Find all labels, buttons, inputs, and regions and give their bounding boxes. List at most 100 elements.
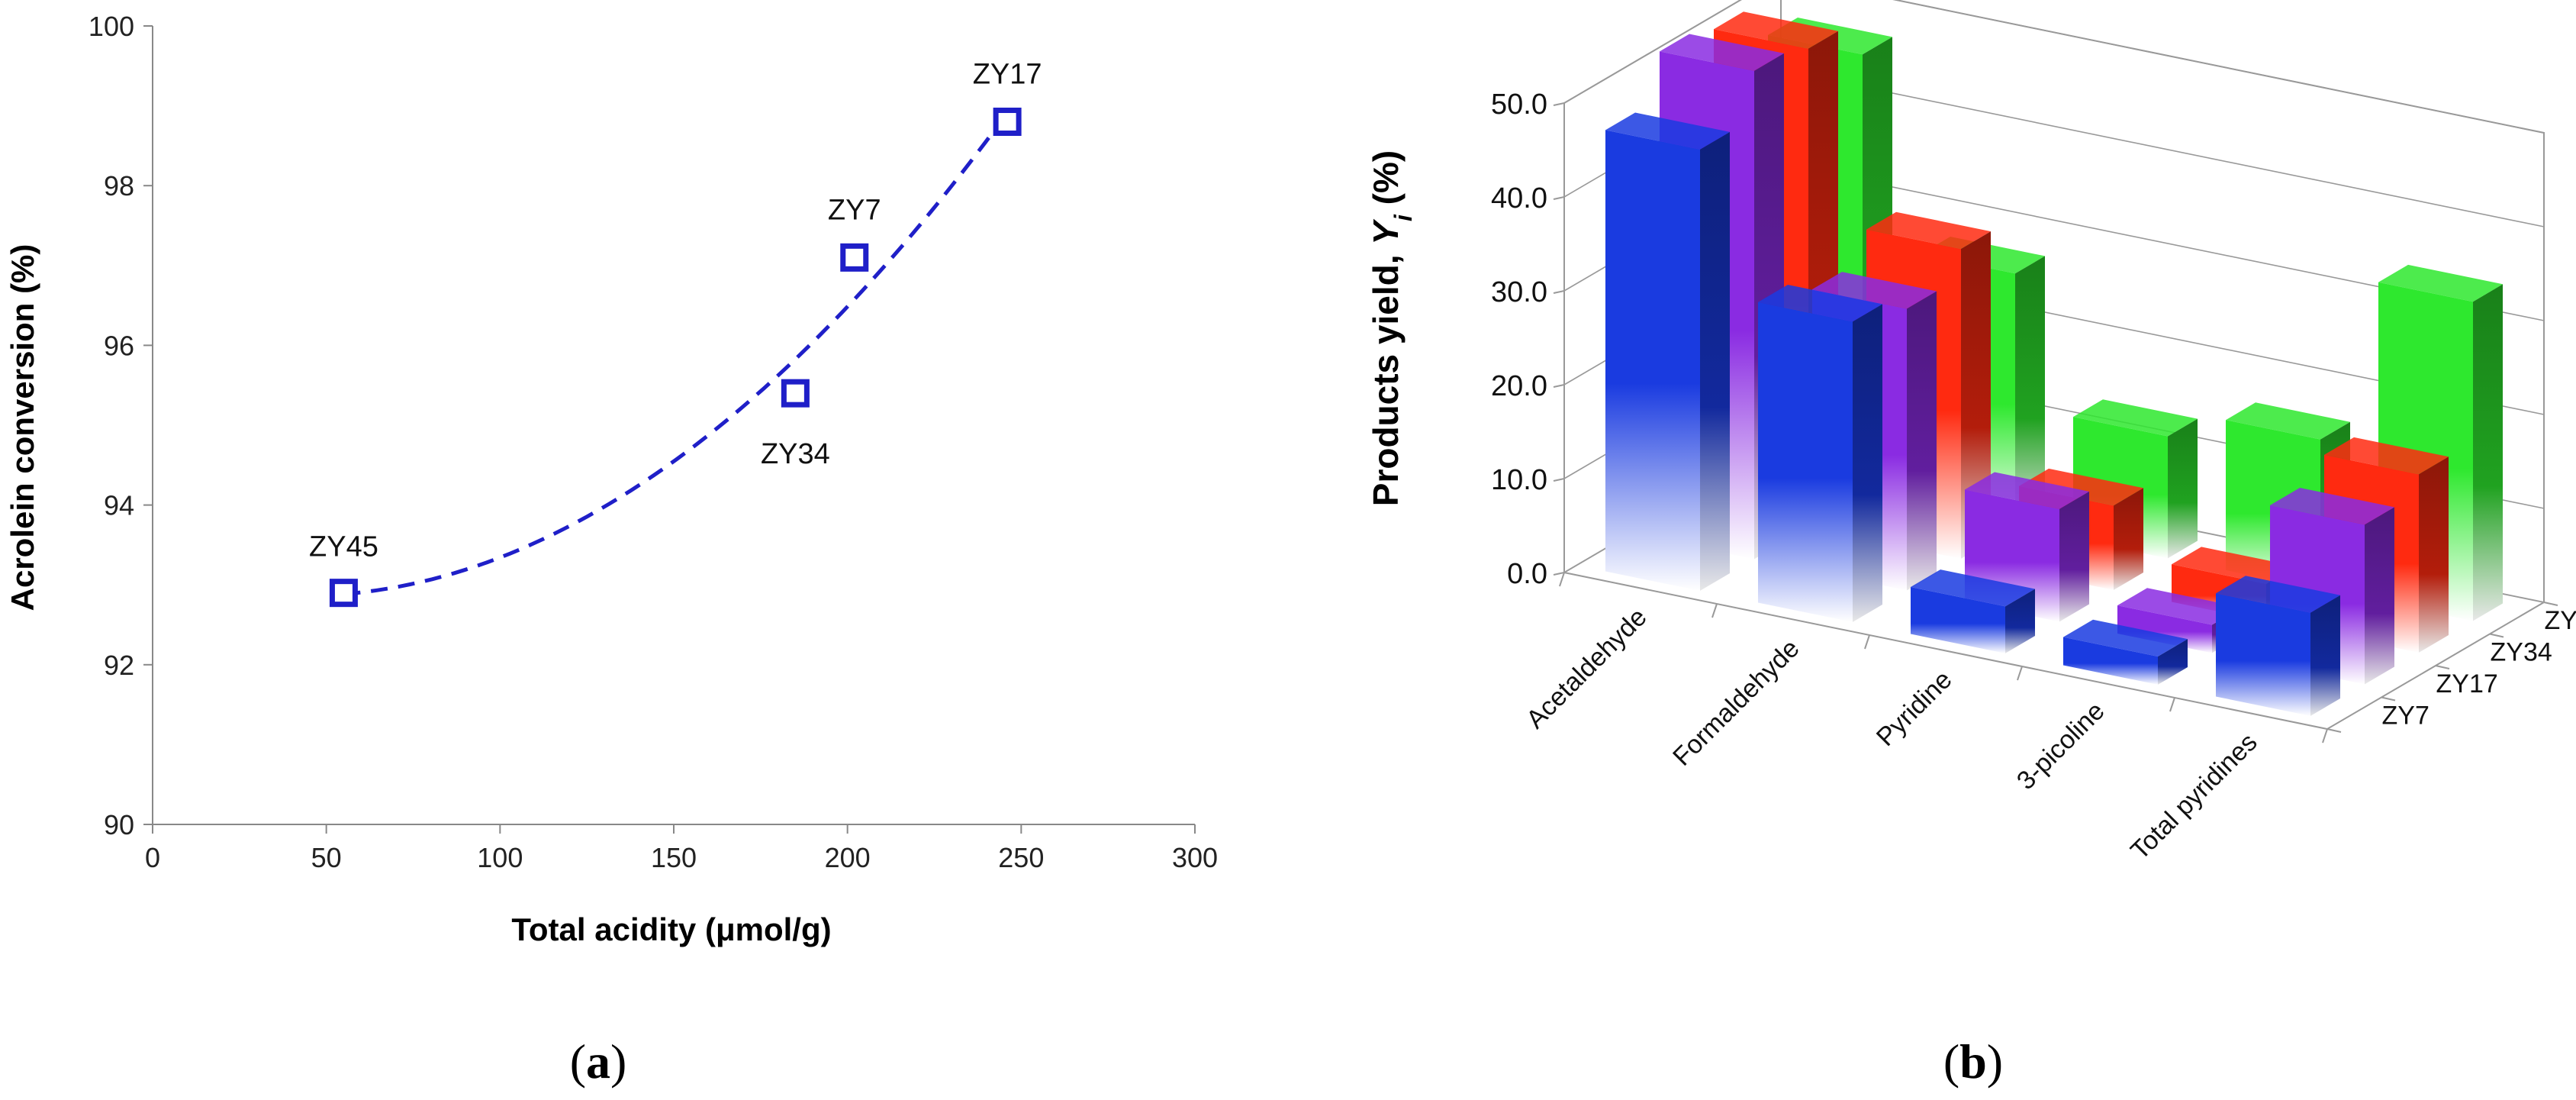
x-tick-label: 0 [145, 842, 160, 873]
bar-front [1605, 130, 1700, 591]
panel-letter-a: a [586, 1034, 610, 1089]
bar-top [1714, 11, 1838, 49]
bar-top [1911, 569, 2035, 607]
x-tick-label: 50 [311, 842, 342, 873]
ylabel-symbol: Y [1366, 218, 1406, 245]
bar3d-y-tick-label: 40.0 [1491, 182, 1547, 215]
bar-front [2063, 637, 2158, 685]
data-points [329, 108, 1022, 608]
y-tick-labels: 90 92 94 96 98 100 [89, 11, 134, 840]
x-tick-label: 250 [998, 842, 1044, 873]
bar-top [2324, 437, 2449, 475]
bar3d-y-tick-label: 30.0 [1491, 276, 1547, 308]
bar-side [2114, 488, 2143, 590]
bar3d-y-tick-labels: 0.0 10.0 20.0 30.0 40.0 50.0 [1491, 89, 1547, 590]
bar-zy7-pyridine [1911, 569, 2035, 653]
x-tick-label: 300 [1172, 842, 1218, 873]
ylabel-subscript: i [1389, 214, 1417, 221]
bar3d-y-tick-label: 0.0 [1507, 558, 1547, 590]
category-label: Pyridine [1871, 665, 1958, 752]
bar-side [2473, 284, 2503, 621]
y-tick-mark [1553, 572, 1565, 576]
ylabel-suffix: (%) [1366, 150, 1406, 215]
bar-top [2270, 488, 2394, 525]
depth-tick-mark [2435, 665, 2450, 669]
gridline [1563, 0, 2545, 134]
category-label: Total pyridines [2125, 727, 2263, 866]
scatter-axes [143, 25, 1196, 834]
bar-zy7-formaldehyde [1758, 285, 1882, 622]
category-label: Formaldehyde [1667, 634, 1805, 772]
category-label: 3-picoline [2011, 696, 2111, 795]
bar-side [1853, 304, 1882, 622]
bar-top [2216, 576, 2340, 613]
bar-side [2168, 418, 2198, 559]
point-label: ZY7 [828, 194, 881, 226]
y-tick-label: 96 [104, 330, 134, 361]
bar-side [1700, 131, 1730, 591]
bar-side [2005, 589, 2035, 653]
point-label: ZY45 [309, 531, 378, 563]
depth-tick-mark [2489, 633, 2504, 638]
data-point-zy7 [840, 243, 869, 272]
trend-line [343, 111, 1009, 596]
series-label-zy45: ZY45 [2545, 606, 2576, 635]
ylabel-prefix: Products yield, [1366, 245, 1406, 507]
y-tick-mark [1553, 478, 1565, 482]
bar-top [2117, 588, 2242, 625]
bar3d-y-tick-label: 20.0 [1491, 370, 1547, 402]
scatter-chart-a: 0 50 100 150 200 250 300 90 92 94 96 98 100 ZY45 ZY3… [5, 11, 1218, 1089]
y-tick-label: 92 [104, 650, 134, 681]
point-labels: ZY45 ZY34 ZY7 ZY17 [309, 59, 1042, 563]
y-axis-title: Acrolein conversion (%) [5, 244, 40, 611]
bar-side [2365, 507, 2394, 685]
depth-tick-mark [2543, 602, 2558, 606]
panel-letter-b: b [1959, 1034, 1987, 1089]
x-tick-mark [1711, 603, 1718, 618]
y-tick-label: 90 [104, 809, 134, 840]
depth-tick-mark [2326, 728, 2342, 733]
data-point-zy17 [993, 108, 1022, 137]
point-label: ZY17 [973, 59, 1042, 91]
bar-side [2015, 256, 2045, 527]
panel-label-b: (b) [1943, 1034, 2003, 1089]
bar-side [1907, 291, 1937, 591]
bar-top [2378, 264, 2503, 302]
bar-front [1911, 587, 2005, 653]
bar-top [1758, 285, 1882, 322]
bar-side [2059, 491, 2089, 622]
bar-top [1965, 472, 2089, 509]
bar-top [1812, 272, 1937, 309]
bar-front [2117, 605, 2212, 653]
bar-top [2073, 399, 2198, 437]
y-tick-mark [1553, 102, 1565, 106]
bar-top [1605, 112, 1730, 150]
bar3d-y-axis-title: Products yield, Yi (%) [1366, 150, 1417, 506]
x-tick-labels: 0 50 100 150 200 250 300 [145, 842, 1218, 873]
x-tick-label: 100 [477, 842, 523, 873]
bar-front [2216, 593, 2310, 716]
bar-top [1660, 34, 1784, 71]
y-tick-mark [1553, 290, 1565, 294]
depth-tick-mark [2381, 696, 2396, 702]
bar3d-y-tick-label: 10.0 [1491, 464, 1547, 496]
bar-side [2158, 639, 2188, 685]
bar-front [1758, 302, 1853, 622]
y-tick-mark [1553, 196, 1565, 200]
y-tick-label: 100 [89, 11, 134, 42]
panel-label-a: (a) [570, 1034, 627, 1089]
bar-top [2172, 547, 2296, 584]
bar-side [2419, 456, 2449, 653]
data-point-zy34 [781, 379, 810, 408]
bar-top [2019, 468, 2143, 506]
point-label: ZY34 [761, 438, 830, 470]
category-label: Acetaldehyde [1521, 602, 1653, 734]
bar3d-bars [1605, 11, 2503, 716]
bar-top [2063, 619, 2188, 656]
series-label-zy17: ZY17 [2436, 669, 2498, 698]
bar3d-y-tick-label: 50.0 [1491, 89, 1547, 121]
bar-zy7-acetaldehyde [1605, 112, 1730, 591]
x-tick-label: 150 [651, 842, 697, 873]
